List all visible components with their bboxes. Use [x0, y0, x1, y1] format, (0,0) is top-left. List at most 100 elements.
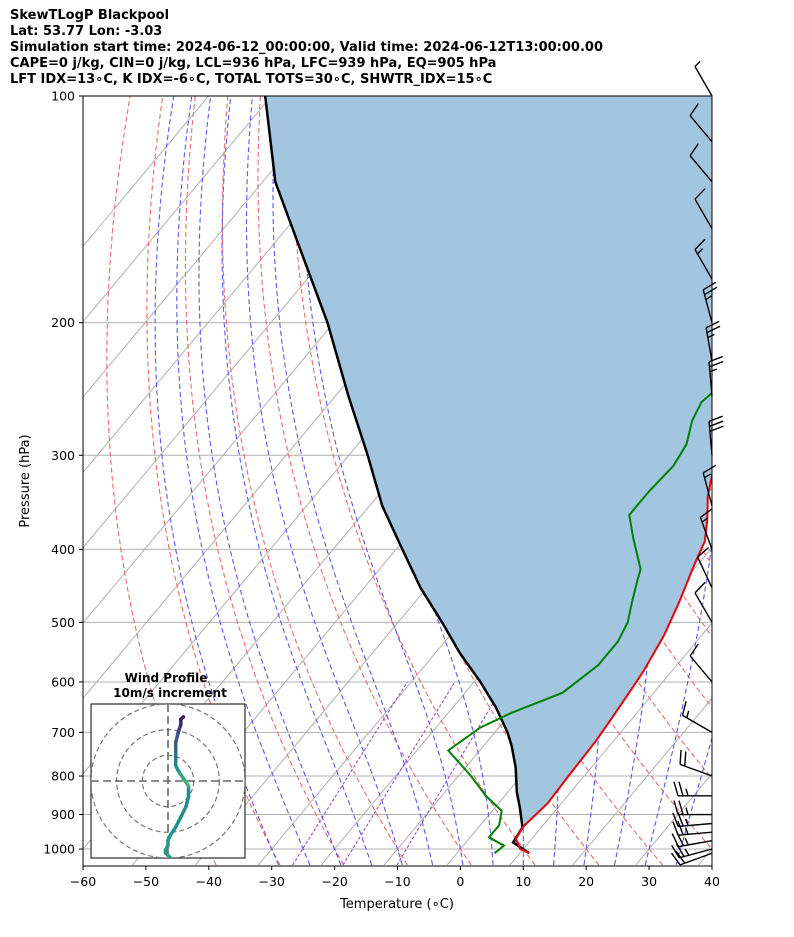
- wind-barb: [694, 238, 713, 280]
- barb-staff: [678, 822, 713, 828]
- parcel-profile-line: [263, 96, 530, 855]
- x-tick-label: −30: [259, 874, 285, 889]
- x-tick-label: 40: [704, 874, 720, 889]
- barb-flag: [671, 833, 680, 847]
- barb-flag: [704, 286, 718, 296]
- wind-barb: [694, 188, 713, 229]
- barb-flag: [678, 781, 684, 797]
- hodograph-segment: [173, 730, 181, 745]
- wind-barb: [694, 60, 713, 97]
- time-line: Simulation start time: 2024-06-12_00:00:…: [10, 40, 603, 55]
- moist-adiabat-line: [198, 96, 342, 866]
- y-axis-label: Pressure (hPa): [18, 434, 33, 527]
- hodograph: Wind Profile 10m/s increment: [90, 671, 246, 859]
- y-ticks: 1000 900 800 700 600 500 400 300 200 100: [43, 89, 83, 857]
- barb-half-flag: [696, 248, 704, 255]
- wind-barb: [702, 281, 718, 323]
- barb-flag: [672, 812, 679, 827]
- hodograph-segment: [184, 794, 191, 809]
- hodograph-segment: [179, 715, 186, 722]
- moist-adiabat-line: [176, 96, 311, 866]
- barb-flag: [706, 325, 721, 334]
- barb-half-flag: [705, 295, 713, 301]
- barb-half-flag: [686, 710, 690, 719]
- indices-line-1: CAPE=0 j/kg, CIN=0 j/kg, LCL=936 hPa, LF…: [10, 56, 497, 71]
- moist-adiabat-line: [221, 96, 373, 866]
- dry-adiabat-line: [146, 96, 281, 866]
- x-tick-label: 0: [456, 874, 464, 889]
- moist-adiabat-line: [301, 96, 464, 866]
- x-ticks: −60 −50 −40 −30 −20 −10 0 10 20 30 40: [70, 866, 720, 889]
- y-tick-label: 100: [51, 89, 75, 104]
- barb-staff: [705, 327, 713, 362]
- y-tick-label: 400: [51, 542, 75, 557]
- barb-flag: [694, 188, 706, 200]
- barb-flag: [670, 852, 681, 866]
- hodograph-segment: [179, 804, 188, 819]
- wind-barb: [696, 546, 713, 589]
- barb-staff: [678, 840, 713, 848]
- barb-flag: [689, 103, 699, 117]
- y-tick-label: 1000: [43, 842, 75, 857]
- wind-barb: [672, 820, 713, 836]
- barb-flag: [702, 281, 717, 291]
- barb-staff: [689, 655, 713, 683]
- isotherm-line: [83, 96, 272, 323]
- barb-half-flag: [704, 473, 712, 479]
- wind-barbs: [670, 60, 724, 866]
- y-tick-label: 200: [51, 315, 75, 330]
- wind-barb: [699, 508, 713, 550]
- barb-half-flag: [707, 333, 715, 339]
- barb-staff: [694, 66, 713, 97]
- isotherm-line: [83, 96, 335, 398]
- barb-staff: [699, 517, 713, 550]
- dry-adiabat-line: [324, 96, 600, 866]
- barb-flag: [708, 415, 723, 423]
- barb-half-flag: [709, 368, 717, 373]
- barb-staff: [678, 831, 713, 836]
- wind-barb: [689, 143, 713, 183]
- barb-flag: [694, 581, 706, 594]
- barb-half-flag: [685, 788, 689, 797]
- wind-barb: [673, 781, 712, 797]
- barb-staff: [694, 249, 713, 280]
- x-tick-label: −20: [321, 874, 347, 889]
- x-axis-label: Temperature (∘C): [339, 897, 454, 912]
- dry-adiabat-line: [257, 96, 472, 866]
- y-tick-label: 300: [51, 448, 75, 463]
- barb-half-flag: [685, 807, 689, 815]
- moist-adiabat-line: [154, 96, 280, 866]
- x-tick-label: −40: [196, 874, 222, 889]
- barb-flag: [678, 800, 684, 815]
- y-tick-label: 900: [51, 807, 75, 822]
- barb-staff: [702, 472, 713, 506]
- barb-flag: [672, 821, 679, 836]
- barb-flag: [677, 820, 684, 836]
- y-tick-label: 500: [51, 615, 75, 630]
- barb-flag: [694, 238, 706, 251]
- y-tick-label: 600: [51, 674, 75, 689]
- barb-flag: [671, 844, 680, 859]
- barb-flag: [699, 508, 713, 518]
- header: SkewTLogP Blackpool Lat: 53.77 Lon: -3.0…: [10, 8, 603, 88]
- mixing-ratio-line: [396, 681, 507, 866]
- wind-barb: [689, 103, 713, 143]
- x-tick-label: −60: [70, 874, 96, 889]
- isotherm-line: [83, 96, 209, 248]
- x-tick-label: 30: [641, 874, 657, 889]
- barb-staff: [694, 198, 713, 229]
- barb-flag: [705, 320, 720, 329]
- dry-adiabat-line: [184, 96, 345, 866]
- barb-flag: [681, 701, 687, 716]
- moist-adiabat-line: [644, 96, 712, 866]
- hodograph-segment: [173, 815, 183, 829]
- barb-flag: [702, 464, 717, 474]
- wind-barb: [679, 749, 713, 777]
- barb-half-flag: [684, 848, 690, 856]
- wind-barb: [702, 464, 717, 506]
- barb-flag: [684, 751, 687, 767]
- dry-adiabat-line: [291, 96, 536, 866]
- isotherm-line: [509, 622, 712, 866]
- x-tick-label: 10: [515, 874, 531, 889]
